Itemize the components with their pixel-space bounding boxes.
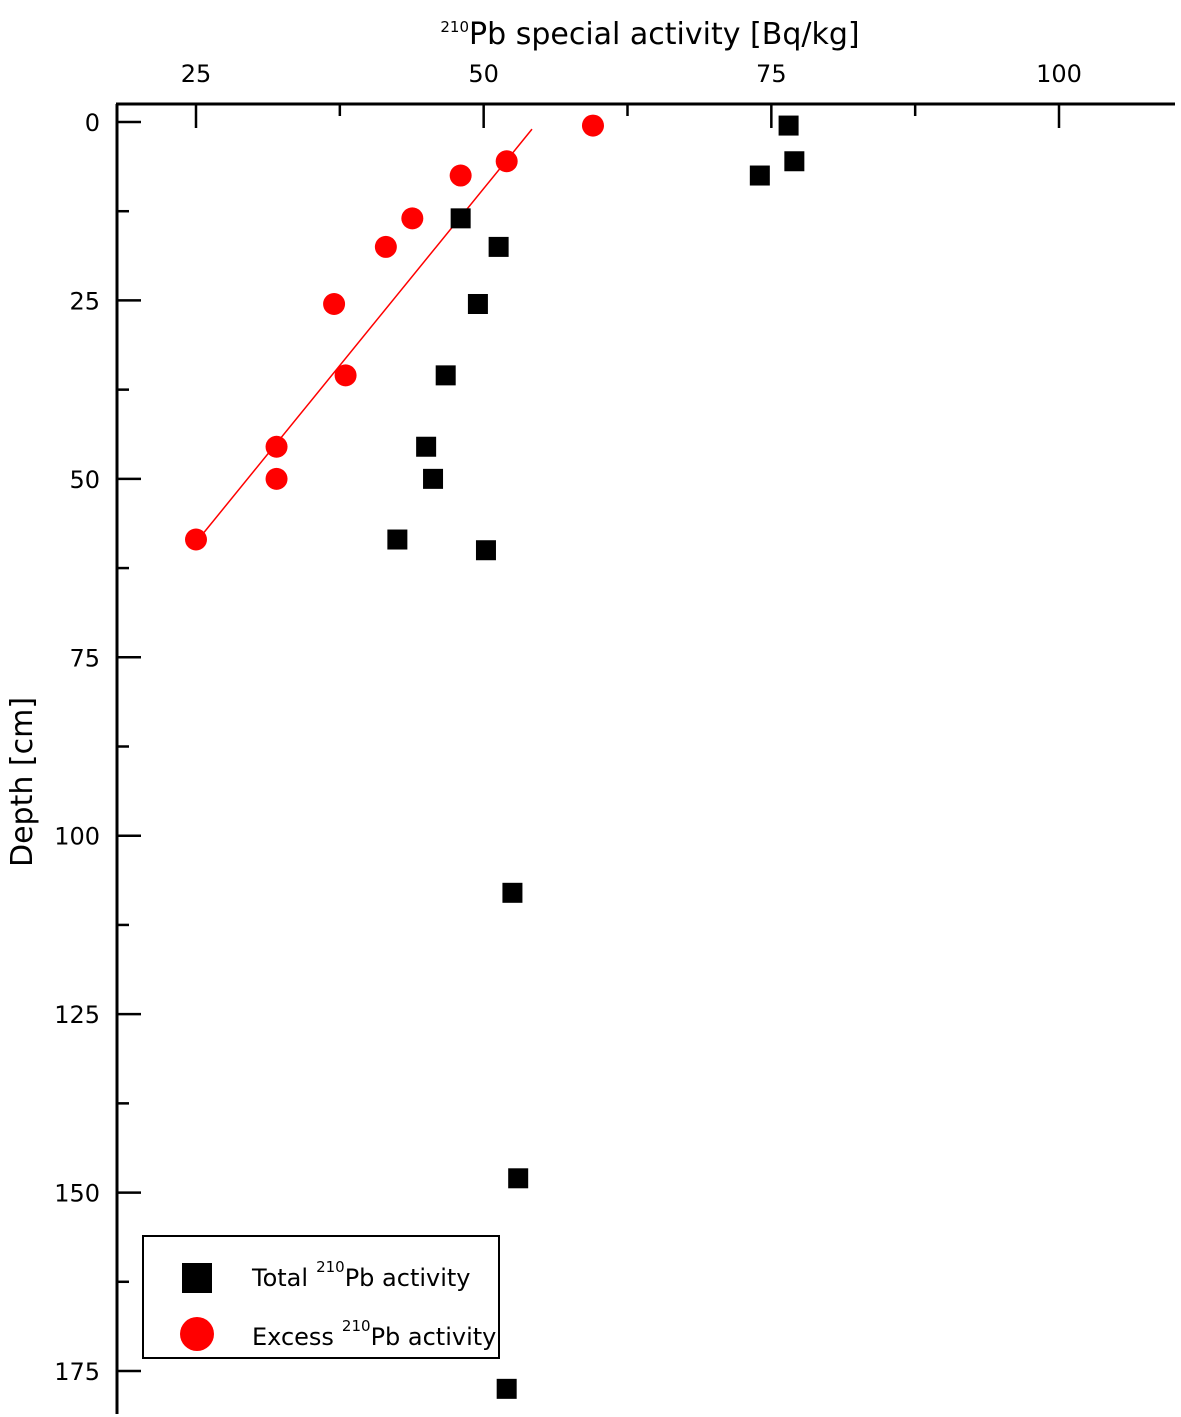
- y-tick-label: 0: [85, 109, 100, 137]
- total-point: [502, 882, 523, 903]
- excess-point: [495, 150, 518, 173]
- y-axis-title: Depth [cm]: [5, 697, 40, 867]
- y-tick-label: 100: [54, 823, 100, 851]
- total-point: [496, 1378, 517, 1399]
- y-tick-label: 125: [54, 1001, 100, 1029]
- total-point: [450, 208, 471, 229]
- excess-point: [374, 235, 397, 258]
- y-axis-ticks: 0 25 50 75 100 125 150 175: [54, 109, 141, 1386]
- total-point: [508, 1168, 529, 1189]
- legend-marker-total: [182, 1263, 212, 1293]
- excess-point: [185, 528, 207, 551]
- x-tick-label: 100: [1036, 60, 1082, 88]
- y-tick-label: 25: [69, 287, 100, 315]
- y-tick-label: 50: [69, 466, 100, 494]
- legend-label-excess: Excess 210Pb activity: [252, 1317, 496, 1351]
- total-point: [423, 468, 444, 489]
- x-axis-title-sup: 210: [440, 18, 469, 36]
- excess-fit-line: [203, 128, 533, 533]
- x-axis-ticks: 25 50 75 100: [181, 60, 1082, 128]
- x-axis-title: 210Pb special activity [Bq/kg]: [440, 17, 859, 52]
- excess-point: [265, 467, 288, 490]
- y-tick-label: 175: [54, 1358, 100, 1386]
- legend-label-total-suffix: Pb activity: [345, 1264, 471, 1292]
- excess-point: [581, 114, 604, 137]
- legend: Total 210Pb activity Excess 210Pb activity: [142, 1235, 500, 1359]
- total-point: [475, 540, 496, 561]
- total-point: [784, 151, 805, 172]
- data-markers: [185, 114, 805, 1399]
- total-point: [488, 236, 509, 257]
- total-point: [435, 365, 456, 386]
- total-point: [749, 165, 770, 186]
- excess-point: [401, 207, 424, 230]
- y-tick-label: 75: [69, 644, 100, 672]
- excess-point: [265, 435, 288, 458]
- x-tick-label: 75: [756, 60, 787, 88]
- total-point: [416, 436, 437, 457]
- legend-label-total-sup: 210: [316, 1258, 345, 1276]
- x-tick-label: 25: [181, 60, 212, 88]
- total-point: [778, 115, 799, 136]
- legend-label-excess-sup: 210: [342, 1317, 371, 1335]
- x-tick-label: 50: [468, 60, 499, 88]
- total-point: [467, 293, 488, 314]
- legend-label-total: Total 210Pb activity: [251, 1258, 471, 1292]
- excess-point: [334, 364, 357, 387]
- legend-label-excess-suffix: Pb activity: [371, 1323, 497, 1351]
- excess-point: [323, 292, 346, 315]
- excess-point: [449, 164, 472, 187]
- legend-label-excess-name: Excess: [252, 1323, 334, 1351]
- legend-marker-excess: [180, 1317, 214, 1351]
- legend-label-total-name: Total: [251, 1264, 308, 1292]
- total-point: [387, 529, 408, 550]
- y-tick-label: 150: [54, 1180, 100, 1208]
- x-axis-title-text: Pb special activity [Bq/kg]: [469, 17, 860, 52]
